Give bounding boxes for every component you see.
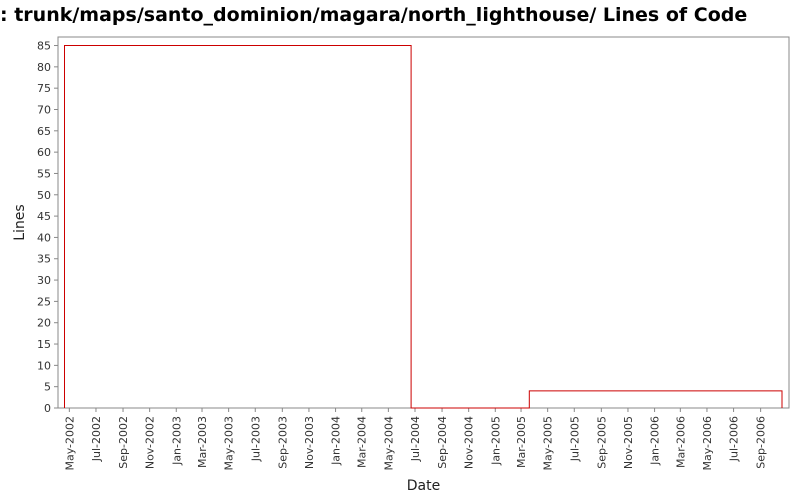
x-axis-label: Date [407,478,440,494]
x-tick-label: May-2006 [701,416,714,471]
x-tick-label: Jul-2005 [568,416,581,462]
series-line [64,45,783,409]
y-tick-label: 5 [44,381,51,394]
y-tick-label: 30 [37,274,51,287]
x-tick-label: Nov-2003 [303,416,316,469]
x-tick-label: Jul-2004 [409,416,422,462]
x-tick-label: Mar-2003 [196,416,209,468]
y-tick-label: 75 [37,82,51,95]
chart-title: : trunk/maps/santo_dominion/magara/north… [0,4,748,26]
y-tick-label: 35 [37,253,51,266]
x-tick-label: Jul-2003 [249,416,262,462]
x-tick-label: May-2005 [542,416,555,471]
y-tick-label: 0 [44,402,51,415]
x-tick-label: Sep-2004 [436,416,449,469]
x-tick-label: Nov-2002 [144,416,157,469]
y-tick-label: 70 [37,103,51,116]
x-tick-label: May-2004 [382,416,395,471]
y-tick-label: 10 [37,359,51,372]
y-tick-label: 40 [37,231,51,244]
x-tick-label: Nov-2005 [622,416,635,469]
y-tick-label: 50 [37,189,51,202]
y-tick-label: 45 [37,210,51,223]
plot-area [57,36,790,409]
x-tick-label: Nov-2004 [463,416,476,469]
x-tick-label: Mar-2006 [674,416,687,468]
x-tick-label: Jan-2003 [170,416,183,466]
x-tick-label: Jan-2005 [489,416,502,466]
y-tick-label: 85 [37,40,51,53]
x-tick-label: Jan-2004 [330,416,343,466]
y-tick-label: 20 [37,317,51,330]
x-tick-label: Sep-2002 [117,416,130,469]
y-tick-label: 55 [37,167,51,180]
x-tick-label: Sep-2006 [755,416,768,469]
x-tick-label: Sep-2003 [276,416,289,469]
x-tick-label: Mar-2005 [515,416,528,468]
x-tick-label: Sep-2005 [595,416,608,469]
x-tick-label: May-2003 [223,416,236,471]
x-tick-label: Jul-2002 [90,416,103,462]
x-tick-label: Mar-2004 [356,416,369,468]
x-tick-label: Jul-2006 [728,416,741,462]
y-tick-label: 25 [37,295,51,308]
y-tick-label: 65 [37,125,51,138]
y-tick-label: 80 [37,61,51,74]
y-axis-label: Lines [12,204,28,240]
y-tick-label: 15 [37,338,51,351]
x-tick-label: May-2002 [63,416,76,471]
y-tick-label: 60 [37,146,51,159]
x-tick-label: Jan-2006 [649,416,662,466]
